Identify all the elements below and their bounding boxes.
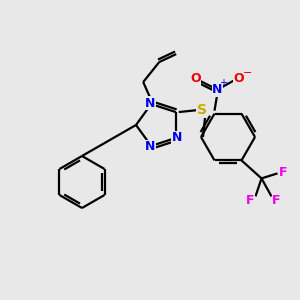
Text: +: + xyxy=(220,78,227,88)
Text: N: N xyxy=(145,140,155,153)
Text: O: O xyxy=(233,72,244,85)
Text: O: O xyxy=(190,72,201,85)
Text: F: F xyxy=(272,194,281,207)
Text: N: N xyxy=(172,131,182,144)
Text: S: S xyxy=(197,103,207,117)
Text: F: F xyxy=(279,166,288,179)
Text: N: N xyxy=(145,97,155,110)
Text: N: N xyxy=(212,83,223,96)
Text: F: F xyxy=(246,194,255,207)
Text: −: − xyxy=(243,68,252,78)
